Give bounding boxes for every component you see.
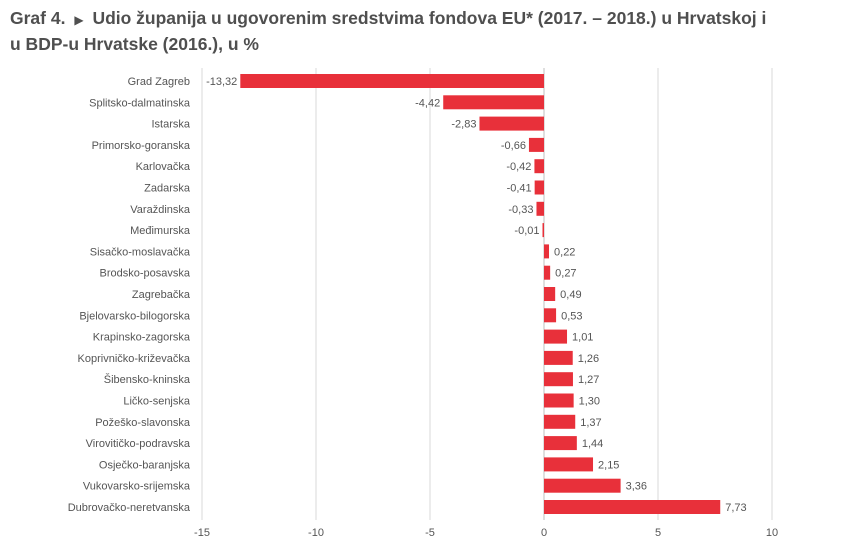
category-label: Osječko-baranjska xyxy=(99,459,191,471)
bar xyxy=(544,457,594,472)
value-label: -13,32 xyxy=(206,76,237,88)
category-label: Krapinsko-zagorska xyxy=(93,332,191,344)
value-label: -0,01 xyxy=(514,225,539,237)
title-line-1: Graf 4. ▶ Udio županija u ugovorenim sre… xyxy=(10,6,850,32)
bar xyxy=(544,244,550,259)
value-label: -0,33 xyxy=(508,204,533,216)
bar xyxy=(542,223,544,238)
category-label: Virovitičko-podravska xyxy=(86,438,191,450)
bar xyxy=(544,500,721,514)
bar xyxy=(544,414,576,429)
value-label: -2,83 xyxy=(451,119,476,131)
bar xyxy=(544,329,568,344)
value-label: 3,36 xyxy=(626,481,647,493)
bar xyxy=(536,201,544,216)
category-label: Zagrebačka xyxy=(132,289,191,301)
bar xyxy=(544,393,574,408)
category-label: Ličko-senjska xyxy=(123,396,191,408)
x-tick-label: 5 xyxy=(655,527,661,539)
category-label: Primorsko-goranska xyxy=(92,140,191,152)
x-tick-label: 10 xyxy=(766,527,778,539)
value-label: 1,30 xyxy=(579,396,600,408)
figure-label: Graf 4. xyxy=(10,8,66,28)
bar xyxy=(544,265,551,280)
category-label: Karlovačka xyxy=(136,161,191,173)
value-label: 1,26 xyxy=(578,353,599,365)
value-label: 0,53 xyxy=(561,310,582,322)
bar xyxy=(534,180,544,195)
category-label: Varaždinska xyxy=(130,204,191,216)
bar xyxy=(528,137,544,152)
value-label: 1,01 xyxy=(572,332,593,344)
category-label: Šibensko-kninska xyxy=(104,373,191,386)
category-label: Sisačko-moslavačka xyxy=(90,246,191,258)
category-label: Splitsko-dalmatinska xyxy=(89,97,191,109)
value-label: -0,41 xyxy=(507,183,532,195)
x-tick-label: -10 xyxy=(308,527,324,539)
bar xyxy=(544,436,577,451)
value-label: 1,37 xyxy=(580,417,601,429)
category-label: Bjelovarsko-bilogorska xyxy=(79,310,191,322)
category-label: Dubrovačko-neretvanska xyxy=(68,502,191,514)
value-label: 7,73 xyxy=(725,502,746,514)
title-text-line-2: u BDP-u Hrvatske (2016.), u % xyxy=(10,34,259,54)
value-label: -0,66 xyxy=(501,140,526,152)
category-label: Vukovarsko-srijemska xyxy=(83,481,191,493)
grid-layer xyxy=(201,68,773,520)
bar-layer xyxy=(240,74,721,514)
category-label: Istarska xyxy=(151,119,190,131)
bar xyxy=(544,478,621,493)
value-label: 0,22 xyxy=(554,246,575,258)
x-tick-label: -5 xyxy=(425,527,435,539)
title-text-line-1: Udio županija u ugovorenim sredstvima fo… xyxy=(92,8,767,28)
value-label: 0,27 xyxy=(555,268,576,280)
value-label: 0,49 xyxy=(560,289,581,301)
category-label: Zadarska xyxy=(144,183,191,195)
label-layer: -15 -10 -5 0 5 10 Grad Zagreb -13,32 Splitsko-da… xyxy=(68,76,778,539)
bar xyxy=(240,74,544,88)
value-label: 1,27 xyxy=(578,374,599,386)
bar xyxy=(534,159,544,174)
category-label: Grad Zagreb xyxy=(128,76,190,88)
value-label: -4,42 xyxy=(415,97,440,109)
x-tick-label: -15 xyxy=(194,527,210,539)
value-label: 1,44 xyxy=(582,438,603,450)
bar xyxy=(479,116,544,131)
triangle-marker-icon: ▶ xyxy=(74,13,84,27)
category-label: Međimurska xyxy=(130,225,191,237)
category-label: Brodsko-posavska xyxy=(100,268,191,280)
chart-title: Graf 4. ▶ Udio županija u ugovorenim sre… xyxy=(10,6,850,56)
x-tick-label: 0 xyxy=(541,527,547,539)
value-label: -0,42 xyxy=(506,161,531,173)
category-label: Koprivničko-križevačka xyxy=(78,353,191,365)
bar xyxy=(544,287,556,301)
value-label: 2,15 xyxy=(598,459,619,471)
bar xyxy=(544,308,557,323)
category-label: Požeško-slavonska xyxy=(95,417,191,429)
bar xyxy=(544,350,573,365)
bar xyxy=(443,95,544,110)
bar xyxy=(544,372,573,387)
